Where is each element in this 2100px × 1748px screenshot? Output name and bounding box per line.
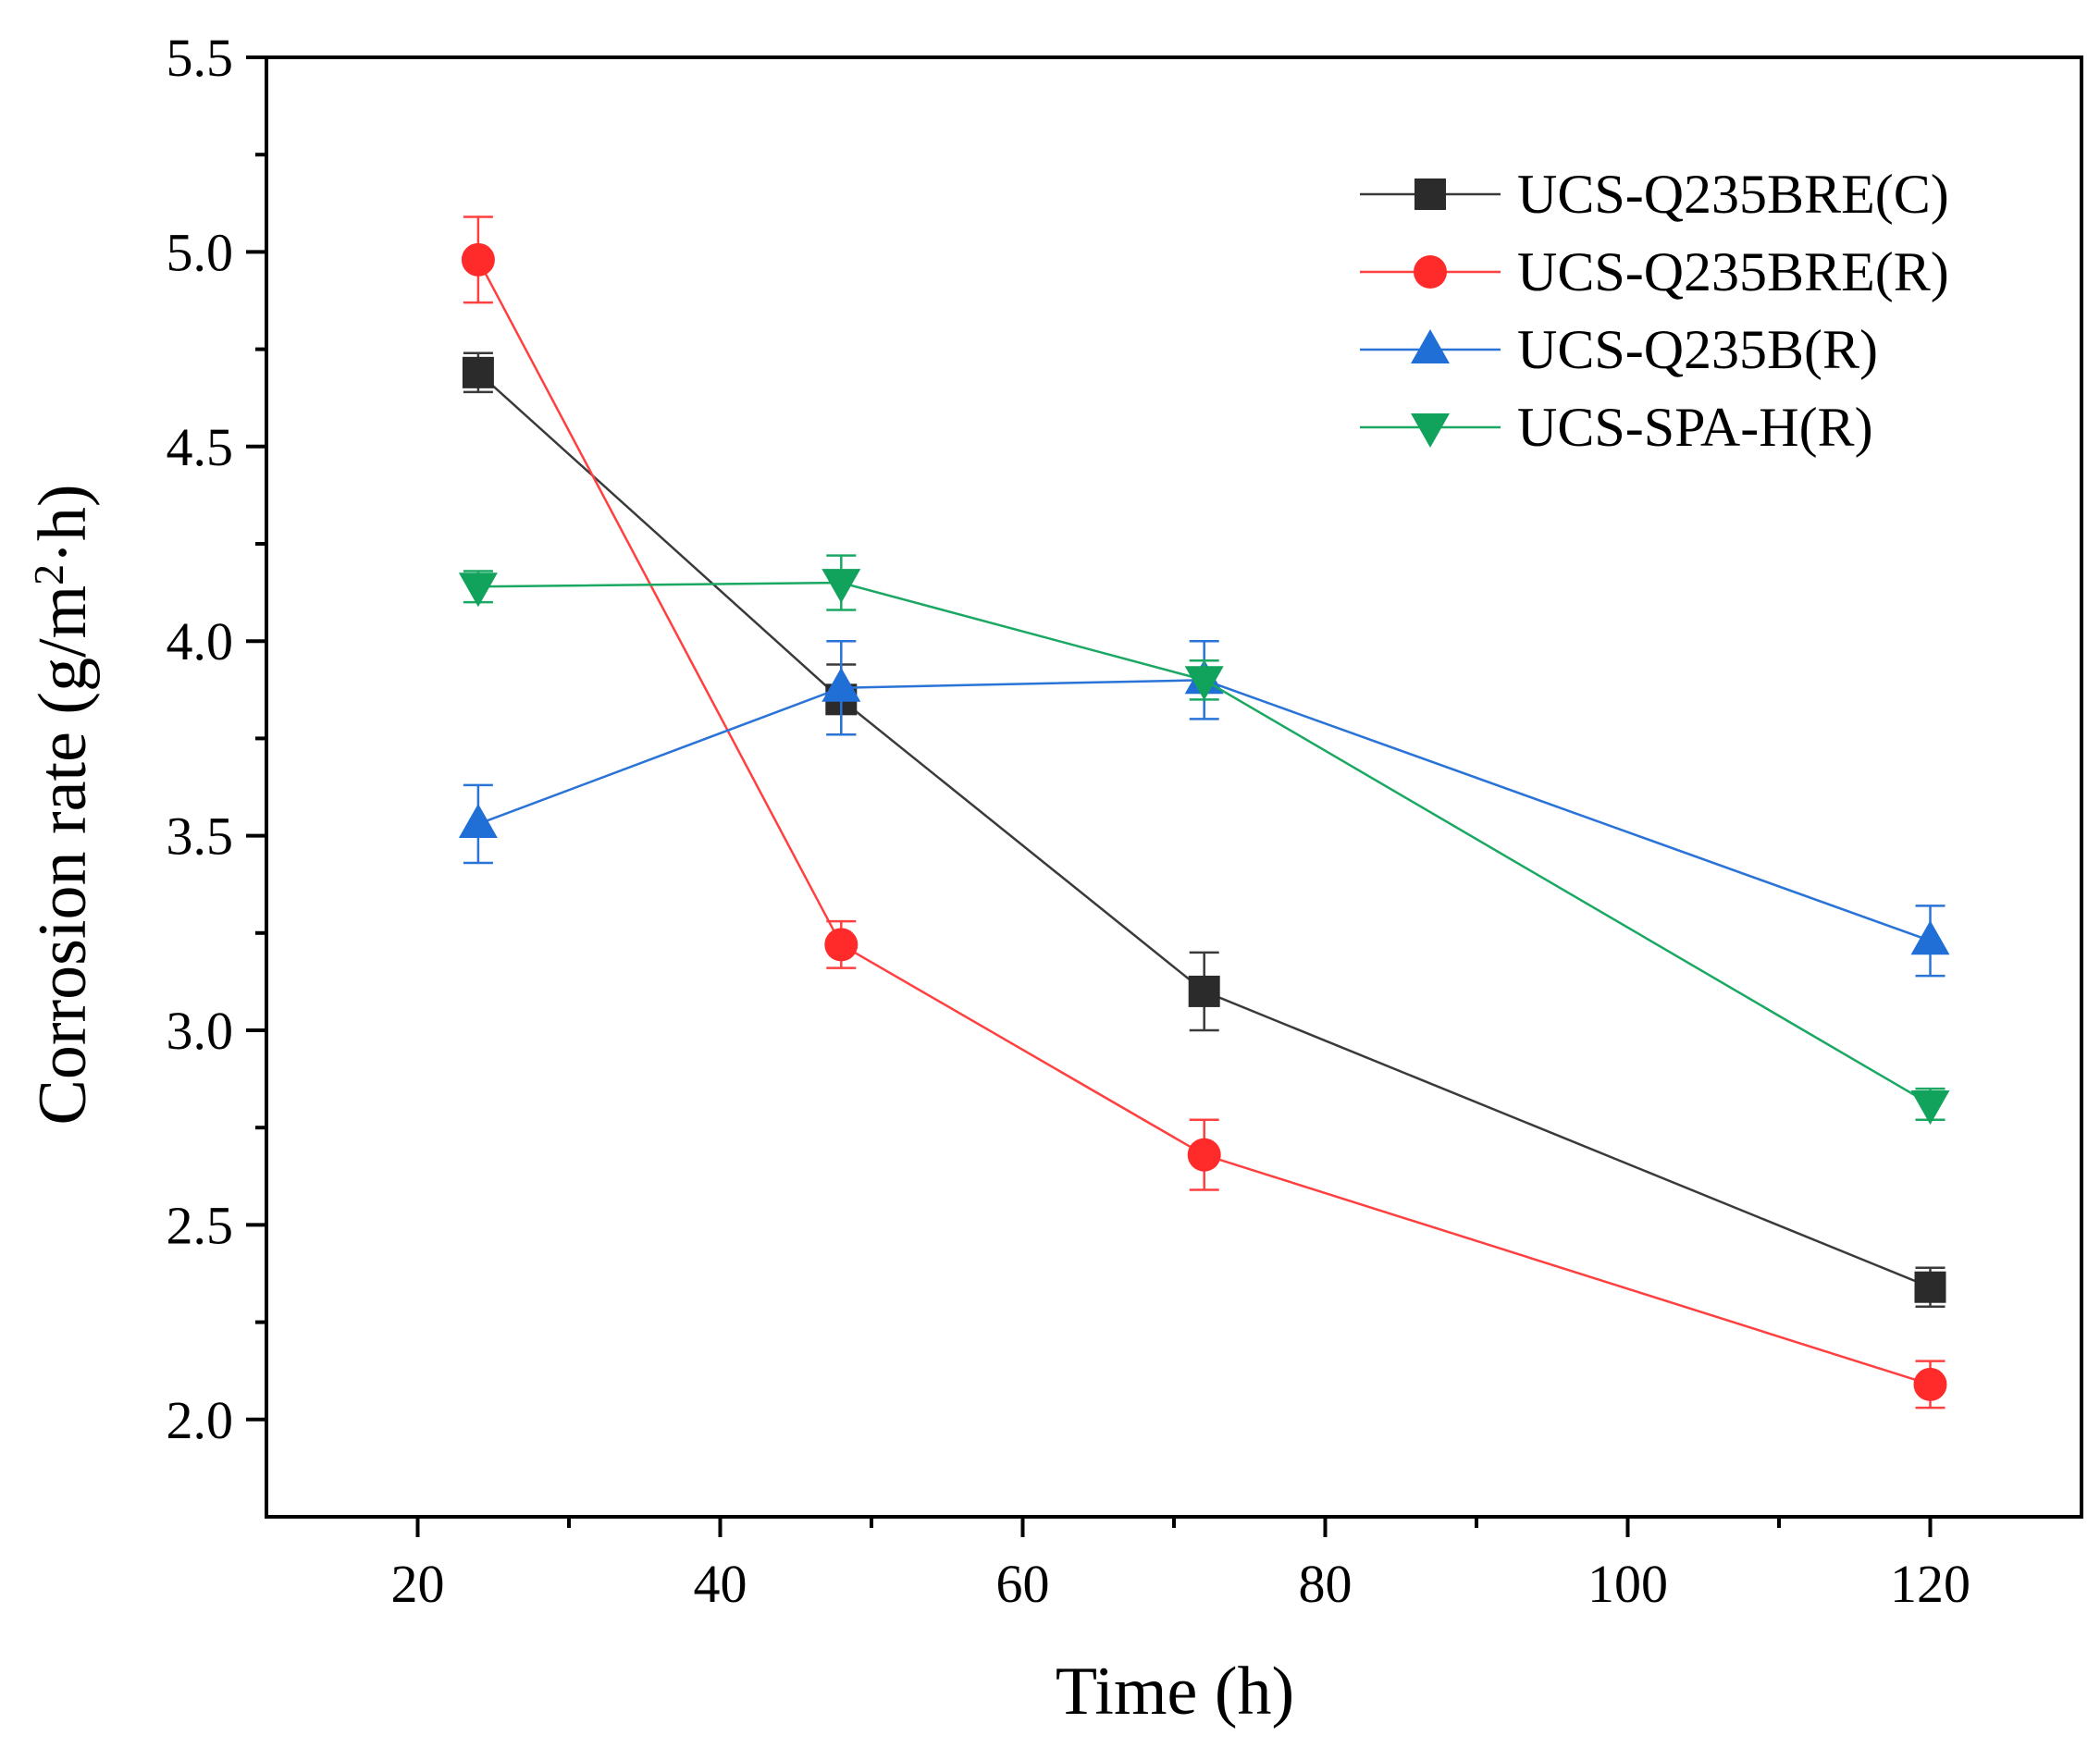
x-tick-label: 100 xyxy=(1587,1554,1668,1614)
legend-marker xyxy=(1414,255,1447,289)
y-axis-title-superscript: 2 xyxy=(25,564,72,585)
data-point xyxy=(824,928,859,962)
data-point xyxy=(821,667,861,702)
y-tick-label: 5.0 xyxy=(167,222,234,282)
y-tick-label: 4.0 xyxy=(167,611,234,671)
x-tick-label: 80 xyxy=(1299,1554,1353,1614)
x-tick-label: 20 xyxy=(391,1554,445,1614)
data-point xyxy=(1184,666,1224,701)
data-point xyxy=(1187,1138,1221,1172)
series-2 xyxy=(461,215,1947,1409)
x-tick-label: 40 xyxy=(694,1554,747,1614)
data-point xyxy=(461,242,495,277)
x-tick-label: 120 xyxy=(1890,1554,1970,1614)
legend-entry: UCS-SPA-H(R) xyxy=(1360,397,1873,458)
data-point xyxy=(458,803,498,838)
data-point xyxy=(1913,1367,1947,1401)
data-point xyxy=(1910,1089,1950,1125)
y-tick-label: 3.0 xyxy=(167,1001,234,1061)
legend-entry: UCS-Q235B(R) xyxy=(1360,319,1878,380)
y-axis-title-main: Corrosion rate (g/m xyxy=(25,585,101,1126)
series-line xyxy=(477,371,1931,1288)
x-axis-title: Time (h) xyxy=(1056,1654,1294,1730)
legend-label: UCS-SPA-H(R) xyxy=(1517,397,1873,458)
legend-marker xyxy=(1411,413,1450,448)
series-4 xyxy=(458,554,1950,1125)
legend-entry: UCS-Q235BRE(C) xyxy=(1360,164,1949,225)
legend-label: UCS-Q235BRE(R) xyxy=(1517,241,1949,302)
y-tick-label: 3.5 xyxy=(167,806,234,867)
legend-entry: UCS-Q235BRE(R) xyxy=(1360,241,1949,302)
legend-marker xyxy=(1414,178,1446,210)
data-point xyxy=(1188,975,1220,1007)
y-axis-title-end: ·h) xyxy=(25,485,101,564)
y-axis-title: Corrosion rate (g/m2·h) xyxy=(25,485,101,1126)
y-tick-label: 5.5 xyxy=(167,28,234,88)
data-point xyxy=(1914,1271,1946,1303)
data-point xyxy=(1910,920,1950,955)
series-line xyxy=(476,259,1931,1386)
legend-label: UCS-Q235B(R) xyxy=(1517,319,1878,380)
data-point xyxy=(821,569,861,604)
legend-label: UCS-Q235BRE(C) xyxy=(1517,164,1949,225)
y-tick-label: 4.5 xyxy=(167,417,234,477)
series-line xyxy=(477,581,1932,1106)
legend-marker xyxy=(1411,329,1450,363)
data-point xyxy=(462,356,494,388)
y-tick-label: 2.5 xyxy=(167,1195,234,1255)
y-tick-label: 2.0 xyxy=(167,1390,234,1450)
series-line xyxy=(477,679,1931,942)
x-tick-label: 60 xyxy=(996,1554,1050,1614)
data-point xyxy=(458,572,498,608)
